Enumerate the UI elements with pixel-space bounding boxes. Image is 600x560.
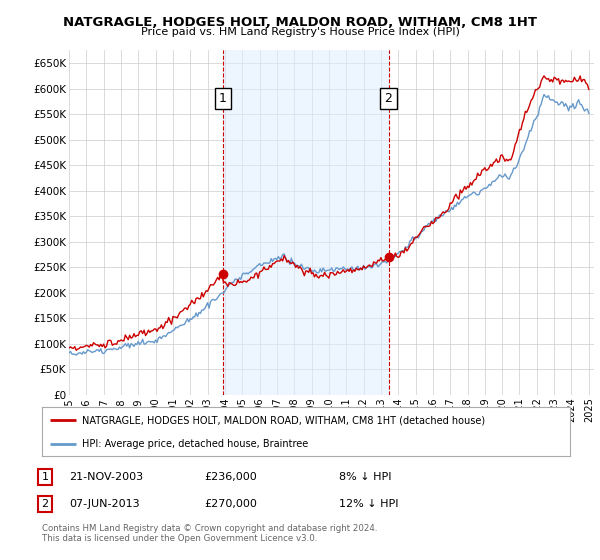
Bar xyxy=(223,50,389,395)
Text: 1: 1 xyxy=(41,472,49,482)
Text: Price paid vs. HM Land Registry's House Price Index (HPI): Price paid vs. HM Land Registry's House … xyxy=(140,27,460,37)
Text: NATGRAGLE, HODGES HOLT, MALDON ROAD, WITHAM, CM8 1HT: NATGRAGLE, HODGES HOLT, MALDON ROAD, WIT… xyxy=(63,16,537,29)
Text: 07-JUN-2013: 07-JUN-2013 xyxy=(69,499,140,509)
Text: Contains HM Land Registry data © Crown copyright and database right 2024.: Contains HM Land Registry data © Crown c… xyxy=(42,524,377,533)
Text: 12% ↓ HPI: 12% ↓ HPI xyxy=(339,499,398,509)
Text: This data is licensed under the Open Government Licence v3.0.: This data is licensed under the Open Gov… xyxy=(42,534,317,543)
Text: 21-NOV-2003: 21-NOV-2003 xyxy=(69,472,143,482)
Text: 2: 2 xyxy=(385,92,392,105)
Text: HPI: Average price, detached house, Braintree: HPI: Average price, detached house, Brai… xyxy=(82,439,308,449)
Text: NATGRAGLE, HODGES HOLT, MALDON ROAD, WITHAM, CM8 1HT (detached house): NATGRAGLE, HODGES HOLT, MALDON ROAD, WIT… xyxy=(82,416,485,426)
Text: 8% ↓ HPI: 8% ↓ HPI xyxy=(339,472,391,482)
Text: £270,000: £270,000 xyxy=(204,499,257,509)
Text: 2: 2 xyxy=(41,499,49,509)
Text: 1: 1 xyxy=(219,92,227,105)
Text: £236,000: £236,000 xyxy=(204,472,257,482)
